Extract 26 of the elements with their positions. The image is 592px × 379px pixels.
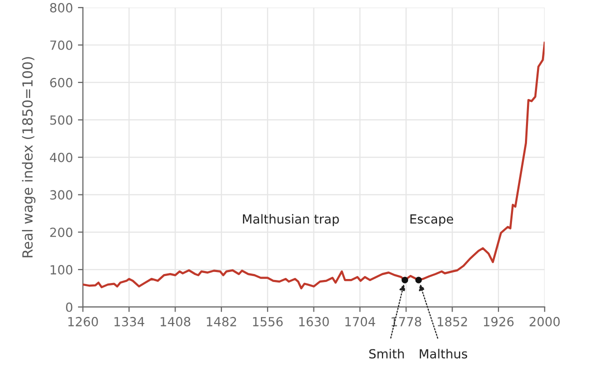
x-tick-label: 2000	[530, 316, 560, 326]
y-tick-label: 500	[50, 115, 72, 125]
y-tick-label: 200	[50, 228, 72, 238]
y-tick-label: 300	[50, 190, 72, 200]
x-tick-label: 1260	[68, 316, 98, 326]
x-tick-label: 1408	[160, 316, 190, 326]
x-tick-label: 1778	[392, 316, 422, 326]
y-tick-label: 600	[50, 78, 72, 88]
line-series	[82, 42, 545, 290]
annotation: Smith	[369, 348, 404, 359]
y-tick-label: 400	[50, 152, 72, 162]
x-tick-label: 1334	[114, 316, 144, 326]
y-tick-label: 800	[50, 3, 72, 13]
x-tick-label: 1482	[206, 316, 236, 326]
y-tick-label: 100	[50, 265, 72, 274]
annotation: Escape	[410, 214, 454, 226]
annotation: Malthus	[420, 348, 468, 359]
x-tick-label: 1630	[299, 316, 329, 326]
y-tick-label: 700	[50, 40, 72, 50]
x-tick-label: 1926	[484, 316, 514, 326]
x-tick-label: 1852	[438, 316, 467, 326]
annotation: Malthusian trap	[242, 214, 339, 226]
x-tick-label: 1556	[253, 316, 283, 326]
x-tick-label: 1704	[345, 316, 376, 326]
y-tick-label: 0	[66, 302, 72, 312]
y-axis-title: Real wage index (1850=100)	[22, 57, 36, 258]
